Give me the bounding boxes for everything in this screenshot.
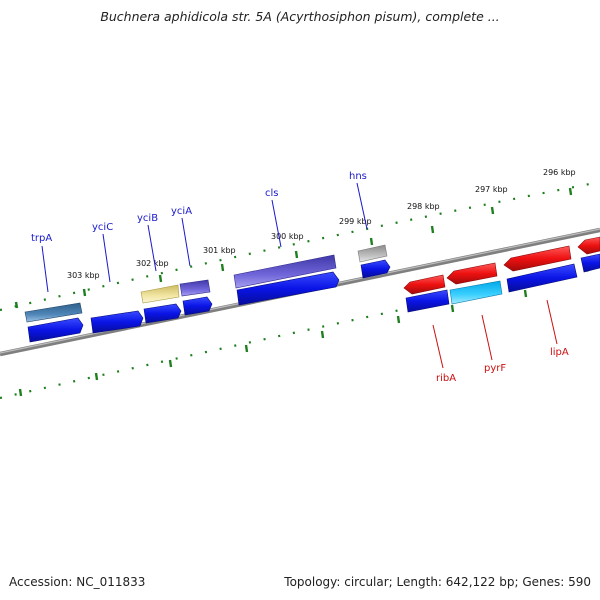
cog-feature-trpA[interactable] bbox=[24, 302, 83, 323]
gene-arrow-red-edge[interactable] bbox=[577, 236, 600, 255]
gene-arrow-pyrF[interactable] bbox=[446, 262, 498, 285]
gene-arrow-edge[interactable] bbox=[580, 253, 600, 273]
outer-major-ticks bbox=[14, 187, 573, 309]
cog-feature-yciA[interactable] bbox=[179, 279, 211, 297]
map-title: Buchnera aphidicola str. 5A (Acyrthosiph… bbox=[100, 9, 500, 24]
gene-label-hns[interactable]: hns bbox=[349, 171, 367, 182]
cog-feature-hns[interactable] bbox=[357, 244, 388, 263]
ruler-label-301: 301 kbp bbox=[203, 246, 236, 255]
gene-arrow-trpA[interactable] bbox=[27, 317, 84, 343]
ruler-label-296: 296 kbp bbox=[543, 168, 576, 177]
gene-label-cls[interactable]: cls bbox=[265, 188, 279, 199]
ruler-label-302: 302 kbp bbox=[136, 259, 169, 268]
gene-label-yciA[interactable]: yciA bbox=[171, 206, 192, 217]
gene-label-lipA[interactable]: lipA bbox=[550, 347, 569, 358]
gene-arrow-yciC[interactable] bbox=[90, 310, 144, 334]
cog-feature-yciB[interactable] bbox=[140, 284, 180, 304]
ruler-label-297: 297 kbp bbox=[475, 185, 508, 194]
gene-arrow-yciB[interactable] bbox=[143, 303, 182, 324]
reverse-genes bbox=[403, 236, 600, 295]
gene-arrow-hns[interactable] bbox=[360, 259, 391, 279]
gene-arrow-yciA[interactable] bbox=[182, 296, 213, 316]
ruler-label-299: 299 kbp bbox=[339, 217, 372, 226]
cog-feature-pyrF[interactable] bbox=[449, 280, 503, 305]
ruler-label-303: 303 kbp bbox=[67, 271, 100, 280]
gene-label-yciC[interactable]: yciC bbox=[92, 222, 113, 233]
ruler-label-298: 298 kbp bbox=[407, 202, 440, 211]
gene-label-ribA[interactable]: ribA bbox=[436, 373, 456, 384]
genome-summary-text: Topology: circular; Length: 642,122 bp; … bbox=[284, 575, 591, 589]
gene-arrow-ribA-region[interactable] bbox=[405, 289, 450, 313]
cog-feature-row bbox=[24, 244, 388, 323]
gene-arrow-lipA[interactable] bbox=[503, 245, 572, 272]
gene-label-trpA[interactable]: trpA bbox=[31, 233, 52, 244]
gene-arrow-cls[interactable] bbox=[236, 271, 340, 306]
inner-major-ticks bbox=[18, 289, 528, 397]
gene-label-yciB[interactable]: yciB bbox=[137, 213, 158, 224]
ruler-label-300: 300 kbp bbox=[271, 232, 304, 241]
gene-arrow-ribA[interactable] bbox=[403, 274, 446, 295]
forward-label-leaders bbox=[41, 182, 368, 293]
accession-text: Accession: NC_011833 bbox=[9, 575, 146, 589]
gene-label-pyrF[interactable]: pyrF bbox=[484, 363, 506, 374]
reverse-label-leaders bbox=[432, 299, 558, 369]
cog-feature-cls[interactable] bbox=[233, 254, 337, 289]
gene-arrow-lipA-region[interactable] bbox=[506, 263, 578, 293]
forward-genes bbox=[27, 253, 600, 343]
